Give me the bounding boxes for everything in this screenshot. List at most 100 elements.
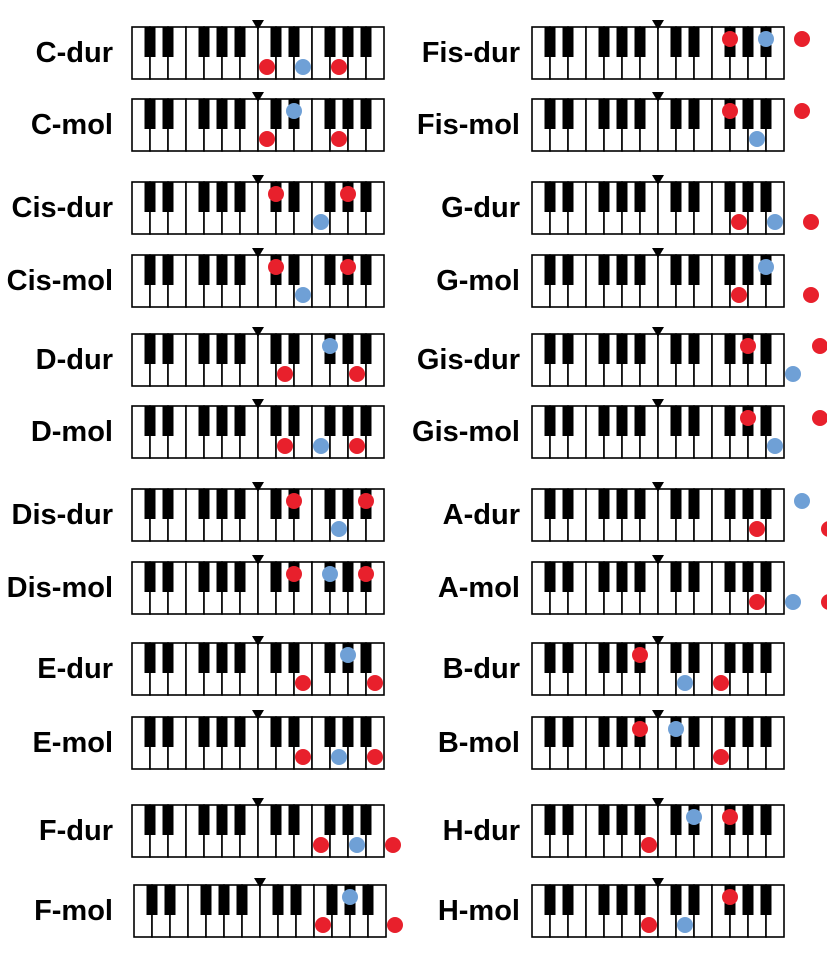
black-key — [270, 805, 282, 835]
black-key — [670, 805, 682, 835]
black-key — [362, 885, 374, 915]
third-note-dot — [677, 675, 693, 691]
black-key — [146, 885, 158, 915]
black-key — [360, 99, 372, 129]
black-key — [144, 334, 156, 364]
root-note-dot — [632, 721, 648, 737]
keyboard-svg — [131, 636, 385, 696]
black-key — [544, 885, 556, 915]
root-note-dot — [740, 338, 756, 354]
fifth-note-dot — [358, 493, 374, 509]
middle-c-triangle-icon — [252, 248, 264, 258]
black-key — [342, 562, 354, 592]
black-key — [544, 99, 556, 129]
fifth-note-dot — [812, 410, 827, 426]
black-key — [562, 643, 574, 673]
root-note-dot — [749, 594, 765, 610]
black-key — [324, 805, 336, 835]
black-key — [198, 334, 210, 364]
chord-label: Dis-mol — [6, 572, 113, 604]
middle-c-triangle-icon — [252, 20, 264, 30]
root-note-dot — [313, 837, 329, 853]
keyboard-svg — [131, 175, 385, 235]
chord-label: H-dur — [442, 815, 520, 847]
black-key — [288, 805, 300, 835]
black-key — [616, 885, 628, 915]
black-key — [162, 99, 174, 129]
black-key — [342, 334, 354, 364]
black-key — [324, 717, 336, 747]
third-note-dot — [286, 103, 302, 119]
piano-keyboard — [131, 798, 401, 858]
black-key — [360, 717, 372, 747]
chord-label: Cis-dur — [11, 192, 114, 224]
black-key — [144, 406, 156, 436]
black-key — [360, 27, 372, 57]
black-key — [724, 717, 736, 747]
fifth-note-dot — [821, 521, 827, 537]
black-key — [272, 885, 284, 915]
black-key — [634, 885, 646, 915]
keyboard-svg — [531, 798, 785, 858]
black-key — [144, 643, 156, 673]
black-key — [144, 805, 156, 835]
black-key — [288, 334, 300, 364]
black-key — [688, 489, 700, 519]
black-key — [216, 406, 228, 436]
keyboard-svg — [531, 555, 827, 615]
fifth-note-dot — [358, 566, 374, 582]
black-key — [198, 255, 210, 285]
fifth-note-dot — [349, 366, 365, 382]
chord-label: D-dur — [35, 344, 113, 376]
black-key — [162, 643, 174, 673]
black-key — [288, 255, 300, 285]
third-note-dot — [313, 214, 329, 230]
black-key — [342, 406, 354, 436]
third-note-dot — [749, 131, 765, 147]
keyboard-svg — [531, 482, 827, 542]
chord-label: B-mol — [437, 727, 520, 759]
black-key — [216, 182, 228, 212]
black-key — [360, 643, 372, 673]
black-key — [688, 27, 700, 57]
chord-label: D-mol — [30, 416, 113, 448]
black-key — [198, 717, 210, 747]
keyboard-svg — [531, 92, 810, 152]
black-key — [216, 489, 228, 519]
piano-keyboard — [133, 878, 403, 938]
root-note-dot — [722, 31, 738, 47]
black-key — [670, 643, 682, 673]
third-note-dot — [785, 366, 801, 382]
black-key — [742, 27, 754, 57]
piano-keyboard — [531, 175, 819, 235]
middle-c-triangle-icon — [652, 636, 664, 646]
black-key — [724, 255, 736, 285]
black-key — [742, 885, 754, 915]
black-key — [634, 255, 646, 285]
black-key — [216, 255, 228, 285]
black-key — [144, 182, 156, 212]
black-key — [198, 182, 210, 212]
black-key — [616, 489, 628, 519]
black-key — [198, 489, 210, 519]
black-key — [234, 334, 246, 364]
black-key — [598, 643, 610, 673]
fifth-note-dot — [331, 131, 347, 147]
piano-keyboard — [531, 92, 810, 152]
black-key — [760, 406, 772, 436]
black-key — [598, 885, 610, 915]
black-key — [688, 255, 700, 285]
middle-c-triangle-icon — [252, 327, 264, 337]
black-key — [234, 562, 246, 592]
black-key — [634, 99, 646, 129]
black-key — [616, 406, 628, 436]
fifth-note-dot — [812, 338, 827, 354]
piano-keyboard — [531, 555, 827, 615]
black-key — [216, 334, 228, 364]
third-note-dot — [785, 594, 801, 610]
root-note-dot — [641, 837, 657, 853]
third-note-dot — [295, 287, 311, 303]
black-key — [742, 717, 754, 747]
black-key — [670, 255, 682, 285]
black-key — [616, 99, 628, 129]
